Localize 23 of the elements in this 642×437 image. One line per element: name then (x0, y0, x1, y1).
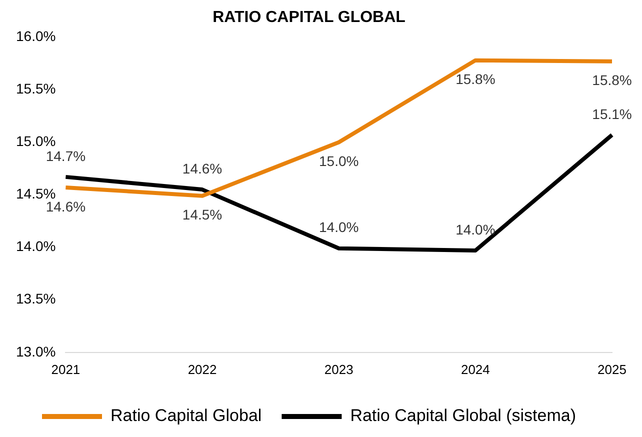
y-tick-label: 14.0% (16, 238, 56, 254)
data-label: 14.7% (46, 148, 86, 164)
y-tick-label: 15.0% (16, 133, 56, 150)
x-tick-label: 2021 (51, 362, 80, 377)
legend-label: Ratio Capital Global (110, 406, 262, 426)
data-label: 14.0% (456, 221, 496, 238)
data-label: 14.6% (182, 160, 222, 176)
y-tick-label: 15.5% (16, 80, 56, 97)
data-label: 15.8% (592, 72, 632, 88)
y-tick-label: 13.0% (16, 343, 56, 360)
data-label: 14.5% (182, 206, 222, 223)
x-tick-label: 2024 (460, 362, 490, 377)
data-label: 14.0% (318, 219, 359, 236)
y-tick-label: 16.0% (16, 28, 56, 44)
x-tick-label: 2022 (188, 362, 217, 377)
data-label: 15.0% (318, 153, 359, 170)
y-tick-label: 13.5% (16, 290, 56, 307)
x-tick-label: 2023 (324, 362, 354, 377)
x-tick-label: 2025 (598, 362, 626, 377)
data-label: 15.8% (456, 71, 496, 88)
data-label: 15.1% (592, 106, 632, 122)
chart-title: RATIO CAPITAL GLOBAL (212, 9, 406, 26)
legend-label: Ratio Capital Global (sistema) (350, 406, 576, 426)
